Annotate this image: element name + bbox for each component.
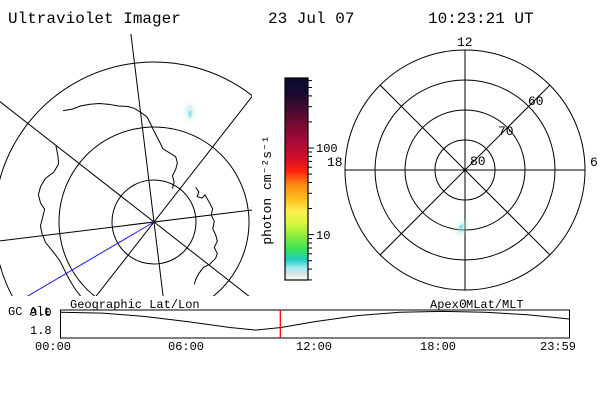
svg-text:Apex MLat/MLT: Apex MLat/MLT [430, 298, 524, 312]
svg-text:80: 80 [470, 154, 486, 169]
svg-text:photon cm⁻²s⁻¹: photon cm⁻²s⁻¹ [260, 135, 275, 244]
svg-text:23 Jul 07: 23 Jul 07 [268, 10, 354, 28]
svg-text:10:23:21 UT: 10:23:21 UT [428, 10, 534, 28]
svg-text:18: 18 [327, 155, 343, 170]
svg-text:23:59: 23:59 [540, 340, 576, 354]
svg-text:12:00: 12:00 [296, 340, 332, 354]
svg-text:00:00: 00:00 [35, 340, 71, 354]
svg-text:9.0: 9.0 [30, 306, 52, 320]
svg-text:18:00: 18:00 [420, 340, 456, 354]
svg-text:1.8: 1.8 [30, 324, 52, 338]
svg-text:6: 6 [590, 155, 598, 170]
svg-text:10: 10 [316, 229, 330, 243]
svg-text:12: 12 [457, 35, 473, 50]
svg-text:60: 60 [528, 94, 544, 109]
svg-text:Ultraviolet Imager: Ultraviolet Imager [8, 10, 181, 28]
svg-text:100: 100 [316, 142, 338, 156]
svg-text:06:00: 06:00 [168, 340, 204, 354]
svg-text:0: 0 [459, 297, 467, 312]
svg-text:70: 70 [498, 124, 514, 139]
svg-text:Geographic Lat/Lon: Geographic Lat/Lon [70, 298, 200, 312]
